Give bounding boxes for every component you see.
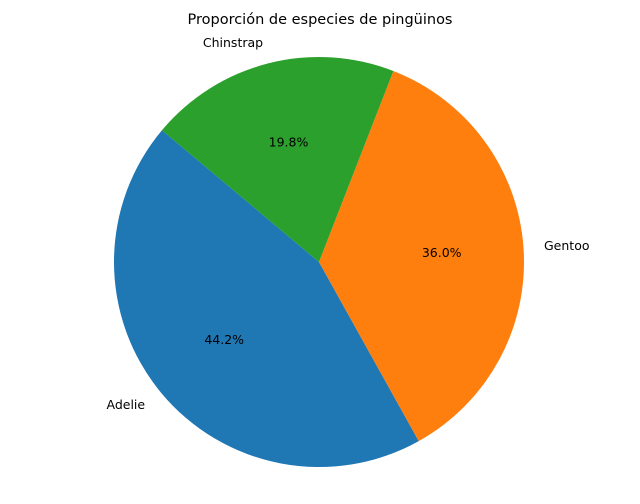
slice-percent-adelie: 44.2%: [204, 332, 244, 347]
pie-slice-gentoo: [319, 70, 524, 442]
chart-title: Proporción de especies de pingüinos: [187, 12, 452, 28]
pie-slice-adelie: [113, 130, 419, 468]
slice-percent-chinstrap: 19.8%: [269, 134, 309, 149]
slice-percent-gentoo: 36.0%: [422, 245, 462, 260]
pie-labels: Adelie 44.2% Gentoo 36.0% Chinstrap 19.8%: [107, 35, 590, 412]
slice-label-gentoo: Gentoo: [544, 238, 590, 253]
pie-slices: [113, 57, 524, 468]
slice-label-chinstrap: Chinstrap: [203, 35, 263, 50]
slice-label-adelie: Adelie: [107, 397, 146, 412]
pie-slice-chinstrap: [161, 57, 394, 262]
